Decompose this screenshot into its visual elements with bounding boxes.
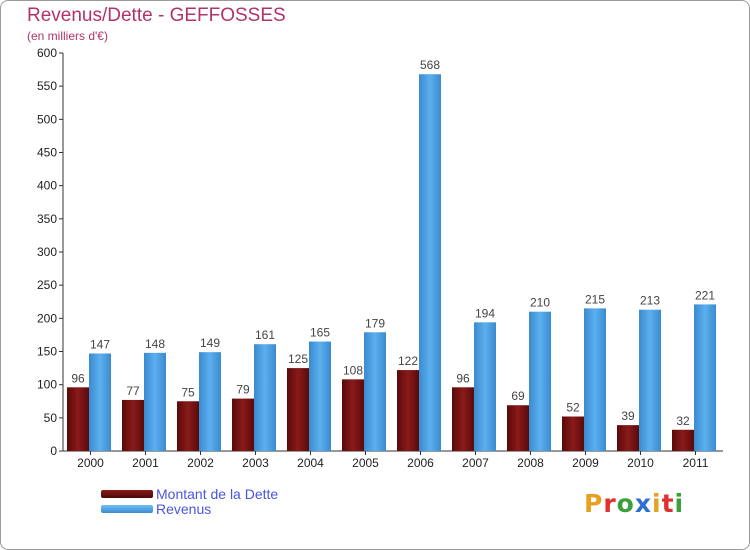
bar-dette xyxy=(122,399,144,451)
bar-dette xyxy=(177,401,199,451)
value-label-revenus: 568 xyxy=(420,58,440,72)
value-label-dette: 79 xyxy=(236,383,250,397)
bar-dette xyxy=(672,429,694,451)
bar-dette xyxy=(452,387,474,451)
value-label-revenus: 215 xyxy=(585,292,605,306)
value-label-revenus: 221 xyxy=(695,288,715,302)
x-tick-label: 2007 xyxy=(462,456,489,470)
value-label-revenus: 165 xyxy=(310,326,330,340)
bar-dette xyxy=(397,370,419,451)
x-tick-label: 2001 xyxy=(132,456,159,470)
chart-subtitle: (en milliers d'€) xyxy=(27,29,108,43)
bars xyxy=(67,74,716,451)
y-tick-label: 300 xyxy=(37,245,57,259)
x-tick-label: 2003 xyxy=(242,456,269,470)
value-label-revenus: 149 xyxy=(200,336,220,350)
legend-label-dette: Montant de la Dette xyxy=(156,486,279,502)
value-label-revenus: 148 xyxy=(145,337,165,351)
value-label-revenus: 147 xyxy=(90,337,110,351)
logo-letter: P xyxy=(584,489,604,518)
bar-revenus xyxy=(309,341,331,451)
bar-dette xyxy=(617,425,639,451)
value-label-dette: 108 xyxy=(343,363,363,377)
y-tick-label: 350 xyxy=(37,212,57,226)
value-label-dette: 122 xyxy=(398,354,418,368)
chart-title: Revenus/Dette - GEFFOSSES xyxy=(27,5,286,26)
bar-revenus xyxy=(89,353,111,451)
value-label-dette: 69 xyxy=(511,389,525,403)
bar-dette xyxy=(342,379,364,451)
value-label-revenus: 194 xyxy=(475,306,495,320)
y-tick-label: 150 xyxy=(37,345,57,359)
y-tick-label: 450 xyxy=(37,146,57,160)
axes: 0 50 100 150 200 250 300 350 400 450 500 550 600 2000… xyxy=(37,46,723,470)
x-tick-label: 2008 xyxy=(517,456,544,470)
bar-revenus xyxy=(419,74,441,451)
value-label-revenus: 210 xyxy=(530,296,550,310)
value-label-dette: 52 xyxy=(566,401,580,415)
bar-revenus xyxy=(584,308,606,451)
legend-swatch-dette xyxy=(101,490,153,498)
legend-swatch-revenus xyxy=(101,505,153,513)
x-tick-label: 2004 xyxy=(297,456,324,470)
bar-dette xyxy=(67,387,89,451)
legend-label-revenus: Revenus xyxy=(156,501,212,517)
x-tick-label: 2011 xyxy=(683,456,709,470)
logo-letter: x xyxy=(634,489,652,518)
bar-revenus xyxy=(474,322,496,451)
value-label-dette: 125 xyxy=(288,352,308,366)
proxiti-logo: Proxiti xyxy=(584,489,684,518)
value-label-dette: 39 xyxy=(621,409,635,423)
logo-letter: t xyxy=(661,489,675,518)
y-tick-label: 100 xyxy=(37,378,57,392)
y-tick-label: 400 xyxy=(37,179,57,193)
y-tick-label: 0 xyxy=(50,444,57,458)
bar-revenus xyxy=(199,352,221,451)
bar-dette xyxy=(232,398,254,451)
value-label-dette: 32 xyxy=(676,414,690,428)
value-label-dette: 77 xyxy=(126,384,140,398)
bar-revenus xyxy=(364,332,386,451)
bar-revenus xyxy=(254,344,276,451)
x-tick-label: 2006 xyxy=(407,456,434,470)
x-tick-label: 2009 xyxy=(572,456,599,470)
x-tick-label: 2002 xyxy=(187,456,214,470)
x-tick-label: 2010 xyxy=(627,456,654,470)
x-tick-label: 2000 xyxy=(77,456,104,470)
y-tick-label: 50 xyxy=(44,411,58,425)
logo-letter: r xyxy=(603,489,617,518)
value-label-revenus: 161 xyxy=(255,328,275,342)
value-label-dette: 75 xyxy=(181,385,195,399)
bar-revenus xyxy=(529,311,551,451)
value-label-dette: 96 xyxy=(71,371,85,385)
y-tick-label: 200 xyxy=(37,311,57,325)
value-label-revenus: 179 xyxy=(365,316,385,330)
logo-letter: o xyxy=(616,489,635,518)
bar-revenus xyxy=(694,304,716,451)
logo-letter: i xyxy=(652,489,662,518)
bar-dette xyxy=(507,405,529,451)
bar-revenus xyxy=(639,309,661,451)
value-label-dette: 96 xyxy=(456,371,470,385)
x-tick-label: 2005 xyxy=(352,456,379,470)
y-tick-label: 600 xyxy=(37,46,57,60)
bar-dette xyxy=(562,416,584,451)
y-tick-label: 500 xyxy=(37,112,57,126)
y-tick-label: 550 xyxy=(37,79,57,93)
y-tick-label: 250 xyxy=(37,278,57,292)
bar-dette xyxy=(287,368,309,451)
value-label-revenus: 213 xyxy=(640,294,660,308)
bar-revenus xyxy=(144,352,166,451)
logo-letter: i xyxy=(674,489,685,518)
